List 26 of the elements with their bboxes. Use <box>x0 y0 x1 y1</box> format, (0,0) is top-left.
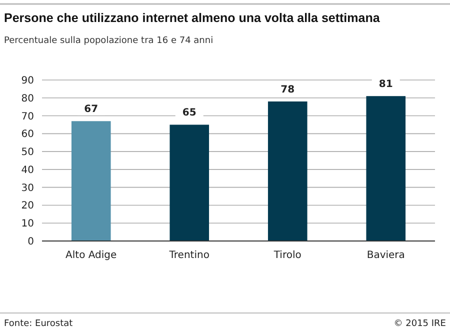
data-label: 81 <box>378 79 393 90</box>
text: © 2015 IRE <box>394 319 446 329</box>
y-tick-label: 30 <box>21 182 34 194</box>
bar <box>268 101 308 241</box>
x-tick-label: Trentino <box>168 250 210 261</box>
y-tick-label: 60 <box>21 129 34 140</box>
data-label: 65 <box>182 108 196 119</box>
y-tick-label: 0 <box>28 236 34 248</box>
source-note: Fonte: Eurostat <box>4 319 74 329</box>
x-tick-label: Alto Adige <box>66 250 117 261</box>
chart-subtitle: Percentuale sulla popolazione tra 16 e 74 anni <box>4 36 214 46</box>
y-tick-label: 40 <box>21 164 34 176</box>
data-label: 78 <box>280 84 295 96</box>
y-tick-label: 70 <box>21 111 34 122</box>
bar <box>366 96 406 241</box>
y-tick-label: 80 <box>21 93 34 104</box>
bar <box>170 124 210 241</box>
y-tick-label: 90 <box>21 76 34 86</box>
chart-title: Persone che utilizzano internet almeno una volta alla settimana <box>4 11 381 25</box>
x-tick-label: Tirolo <box>272 250 302 261</box>
y-tick-label: 10 <box>21 218 34 230</box>
y-tick-label: 20 <box>21 200 34 212</box>
x-tick-label: Baviera <box>366 250 405 261</box>
data-label: 67 <box>84 104 98 116</box>
y-tick-label: 50 <box>21 147 34 158</box>
bar <box>71 121 111 241</box>
